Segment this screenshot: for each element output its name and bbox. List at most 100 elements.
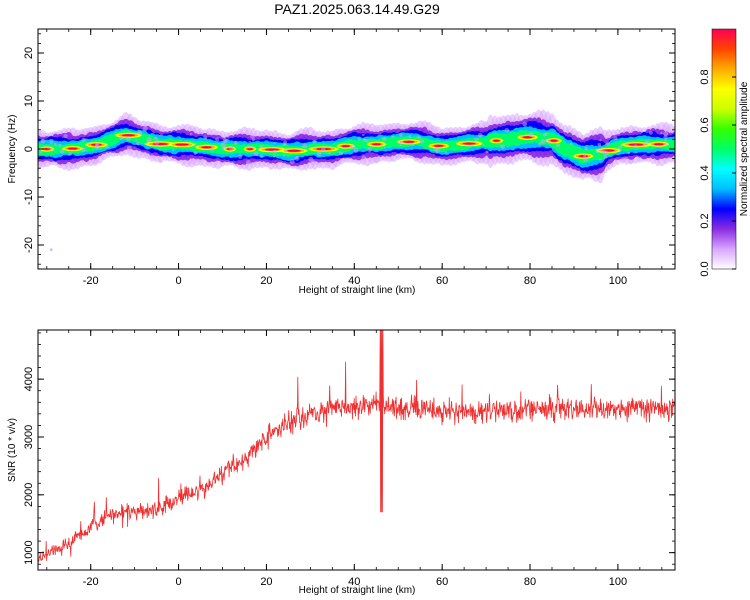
spectrogram-speck [53,142,57,146]
snr-y-tick-label: 4000 [23,367,35,391]
spectrogram-speck [250,134,255,139]
spectrogram-speck [245,159,251,165]
spectrogram-speck [642,143,646,147]
spectrogram-speck [321,146,326,152]
spectrogram-speck [210,147,215,152]
spectrogram-speck [617,145,623,150]
spectrogram-cell [433,144,444,147]
spectrogram-speck [49,248,53,252]
spectrogram-speck [412,143,415,147]
spectrogram-speck [595,148,601,154]
spectrogram-panel: -20 0 20 40 60 80 100 -20 -10 0 10 20 Height of st… [7,28,676,296]
spectrogram-speck [283,148,288,153]
colorbar: 0.0 0.2 0.4 0.6 0.8 Normalized spectral ampl… [699,28,750,277]
spectrogram-x-tick-label: 100 [609,275,627,287]
spectrogram-heatmap [38,109,675,252]
spectrogram-speck [146,137,152,143]
spectrogram-speck [435,149,440,154]
spectrogram-speck [398,139,403,145]
snr-x-tick-label: -20 [83,576,99,588]
spectrogram-speck [605,141,611,146]
spectrogram-speck [251,138,256,142]
spectrogram-speck [350,144,356,150]
spectrogram-cell [371,143,382,146]
spectrogram-speck [150,154,155,159]
spectrogram-speck [645,140,650,145]
spectrogram-speck [542,133,547,137]
spectrogram-speck [485,150,489,154]
spectrogram-speck [272,155,276,158]
snr-x-tick-label: 40 [348,576,360,588]
spectrogram-cell [402,140,415,143]
spectrogram-cell [668,139,675,151]
snr-y-tick-label: 3000 [23,425,35,449]
spectrogram-speck [259,154,263,158]
spectrogram-speck [126,145,132,151]
spectrogram-speck [142,126,148,132]
snr-y-ticks: 1000 2000 3000 4000 [23,332,675,565]
spectrogram-speck [599,139,602,142]
spectrogram-speck [253,151,259,156]
spectrogram-speck [664,140,667,143]
spectrogram-speck [154,139,160,145]
spectrogram-speck [357,137,361,141]
spectrogram-speck [283,140,288,145]
chart-title: PAZ1.2025.063.14.49.G29 [274,1,440,17]
spectrogram-cell [67,147,78,150]
spectrogram-speck [544,138,548,142]
spectrogram-speck [248,140,251,144]
spectrogram-speck [81,137,86,143]
snr-panel: -20 0 20 40 60 80 100 1000 2000 3000 4000 Height … [7,329,676,596]
spectrogram-speck [601,149,606,154]
spectrogram-speck [408,134,412,138]
spectrogram-speck [522,121,528,127]
spectrogram-speck [328,152,331,155]
spectrogram-speck [215,137,220,142]
snr-frame [37,329,676,571]
spectrogram-speck [247,145,251,149]
spectrogram-speck [119,136,123,141]
spectrogram-speck [272,149,277,154]
spectrogram-cell [578,155,589,158]
spectrogram-speck [135,138,138,141]
spectrogram-speck [547,140,552,144]
spectrogram-speck [283,143,287,146]
spectrogram-speck [311,160,316,165]
spectrogram-x-ticks: -20 0 20 40 60 80 100 [46,29,663,287]
spectrogram-speck [296,156,299,160]
spectrogram-y-axis-label: Frequency (Hz) [7,115,18,184]
spectrogram-speck [237,154,243,159]
spectrogram-speck [598,158,601,161]
spectrogram-speck [92,159,98,165]
spectrogram-speck [316,151,322,157]
spectrogram-cell [286,149,301,152]
spectrogram-speck [68,152,72,156]
spectrogram-speck [444,151,448,154]
spectrogram-speck [625,156,628,160]
spectrogram-x-tick-label: 0 [176,275,182,287]
spectrogram-cell [264,148,280,151]
spectrogram-speck [59,149,65,154]
spectrogram-speck [137,130,143,136]
spectrogram-speck [49,140,54,145]
spectrogram-x-tick-label: 20 [260,275,272,287]
spectrogram-speck [584,146,589,151]
spectrogram-cell [462,142,476,145]
spectrogram-speck [597,142,602,147]
spectrogram-cell [200,146,213,149]
spectrogram-speck [603,155,608,159]
spectrogram-speck [482,143,485,146]
spectrogram-speck [189,132,193,136]
spectrogram-speck [154,136,158,140]
spectrogram-speck [220,142,226,148]
spectrogram-speck [366,147,372,153]
spectrogram-speck [620,157,627,163]
spectrogram-x-tick-label: 40 [348,275,360,287]
spectrogram-speck [556,142,561,147]
snr-y-tick-label: 2000 [23,483,35,507]
spectrogram-cell [492,139,500,142]
spectrogram-speck [528,132,534,138]
spectrogram-speck [80,146,86,152]
spectrogram-speck [500,144,505,150]
spectrogram-y-tick-label: 10 [23,95,35,107]
